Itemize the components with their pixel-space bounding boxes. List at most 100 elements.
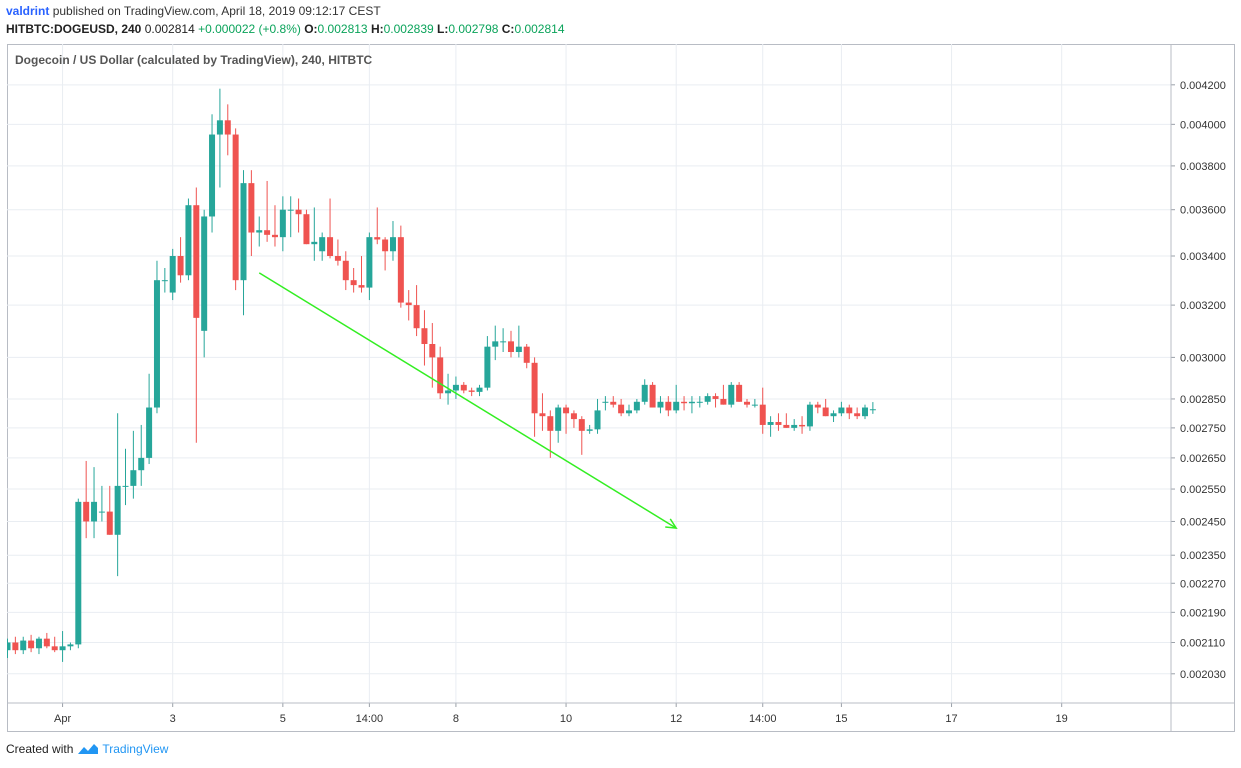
open-value: 0.002813 bbox=[317, 22, 368, 36]
price-tick-label: 0.004200 bbox=[1180, 80, 1226, 92]
candle-body-down bbox=[468, 390, 475, 392]
candle-body-up bbox=[138, 457, 145, 471]
time-tick-label: 10 bbox=[560, 713, 572, 725]
price-tick-label: 0.002030 bbox=[1180, 669, 1226, 681]
time-tick-label: 8 bbox=[453, 713, 459, 725]
candlestick-chart[interactable]: 0.004200 0.004000 0.003800 0.003600 0.003400… bbox=[7, 44, 1235, 732]
candle-body-up bbox=[688, 401, 695, 404]
candle-body-up bbox=[476, 387, 483, 392]
time-tick-label: Apr bbox=[54, 713, 71, 725]
candle-body-up bbox=[633, 401, 640, 411]
candle-body-up bbox=[862, 407, 869, 417]
candle-body-down bbox=[681, 401, 688, 404]
candle-body-up bbox=[130, 470, 137, 486]
author-name[interactable]: valdrint bbox=[6, 4, 50, 18]
time-tick-label: 5 bbox=[280, 713, 286, 725]
candle-body-up bbox=[256, 230, 263, 233]
candle-body-up bbox=[657, 401, 664, 408]
candle-body-down bbox=[397, 237, 404, 303]
candle-body-down bbox=[822, 407, 829, 417]
time-tick-label: 14:00 bbox=[356, 713, 384, 725]
symbol-label: HITBTC:DOGEUSD, 240 bbox=[6, 22, 142, 36]
price-axis: 0.004200 0.004000 0.003800 0.003600 0.003400… bbox=[1170, 44, 1226, 732]
price-tick-label: 0.003200 bbox=[1180, 300, 1226, 312]
candle-body-down bbox=[799, 424, 806, 427]
candle-body-down bbox=[814, 404, 821, 408]
high-label: H: bbox=[370, 22, 384, 36]
price-tick-label: 0.002650 bbox=[1180, 453, 1226, 465]
candle-body-down bbox=[342, 260, 349, 281]
candle-body-down bbox=[421, 328, 428, 345]
candle-body-down bbox=[610, 401, 617, 405]
price-tick-label: 0.002850 bbox=[1180, 394, 1226, 406]
candle-body-down bbox=[665, 401, 672, 411]
candle-body-up bbox=[704, 396, 711, 402]
candle-body-down bbox=[358, 285, 365, 288]
price-tick-label: 0.002450 bbox=[1180, 516, 1226, 528]
candle-body-down bbox=[531, 362, 538, 414]
candle-body-up bbox=[319, 237, 326, 252]
candle-body-up bbox=[201, 216, 208, 331]
candle-body-up bbox=[594, 410, 601, 430]
candle-body-up bbox=[20, 640, 27, 651]
candle-body-up bbox=[169, 256, 176, 293]
candle-body-up bbox=[728, 384, 735, 405]
candle-body-down bbox=[224, 120, 231, 135]
close-value: 0.002814 bbox=[514, 22, 565, 36]
open-label: O: bbox=[304, 22, 318, 36]
symbol-info-line: HITBTC:DOGEUSD, 240 0.002814 +0.000022 (… bbox=[6, 22, 565, 36]
candle-body-down bbox=[712, 396, 719, 399]
candle-body-down bbox=[295, 209, 302, 215]
candle-body-down bbox=[563, 407, 570, 414]
candle-body-up bbox=[625, 410, 632, 414]
time-tick-label: 3 bbox=[170, 713, 176, 725]
tradingview-brand[interactable]: TradingView bbox=[77, 742, 168, 756]
candle-body-up bbox=[500, 341, 507, 343]
candle-body-up bbox=[209, 134, 216, 217]
candle-body-down bbox=[854, 413, 861, 417]
brand-name: TradingView bbox=[102, 742, 169, 756]
candle-body-up bbox=[240, 183, 247, 281]
candle-body-down bbox=[232, 134, 239, 281]
candle-body-up bbox=[673, 401, 680, 411]
candle-body-up bbox=[75, 501, 82, 645]
candle-body-up bbox=[146, 407, 153, 458]
time-axis: Apr 3 5 14:00 8 10 12 14:00 15 17 19 bbox=[7, 702, 1235, 725]
time-tick-label: 17 bbox=[945, 713, 957, 725]
candle-body-up bbox=[452, 384, 459, 391]
price-tick-label: 0.004000 bbox=[1180, 119, 1226, 131]
tradingview-logo-icon bbox=[78, 744, 99, 754]
candle-body-down bbox=[460, 384, 467, 391]
candle-body-up bbox=[586, 429, 593, 431]
candle-body-up bbox=[791, 424, 798, 428]
candle-body-up bbox=[311, 241, 318, 245]
price-change: +0.000022 (+0.8%) bbox=[198, 22, 301, 36]
candle-body-down bbox=[759, 404, 766, 425]
price-tick-label: 0.002350 bbox=[1180, 550, 1226, 562]
candle-body-down bbox=[846, 407, 853, 414]
candle-body-down bbox=[177, 256, 184, 276]
candle-body-up bbox=[445, 390, 452, 394]
candle-body-up bbox=[555, 407, 562, 431]
candle-body-up bbox=[515, 346, 522, 353]
candle-body-up bbox=[287, 209, 294, 211]
candle-body-down bbox=[248, 183, 255, 233]
chart-title: Dogecoin / US Dollar (calculated by Trad… bbox=[15, 53, 373, 67]
candle-body-up bbox=[114, 485, 121, 535]
candle-body-up bbox=[216, 120, 223, 135]
candle-body-up bbox=[767, 422, 774, 425]
price-tick-label: 0.003000 bbox=[1180, 352, 1226, 364]
close-label: C: bbox=[501, 22, 515, 36]
candle-body-down bbox=[350, 280, 357, 286]
candle-body-down bbox=[523, 346, 530, 363]
candle-body-down bbox=[720, 398, 727, 405]
candle-body-up bbox=[161, 280, 168, 282]
candle-body-down bbox=[303, 214, 310, 245]
price-tick-label: 0.003400 bbox=[1180, 251, 1226, 263]
candle-body-up bbox=[484, 346, 491, 388]
trend-arrow-head bbox=[665, 518, 678, 529]
footer: Created with TradingView bbox=[6, 742, 168, 756]
candle-body-up bbox=[602, 401, 609, 403]
candle-body-down bbox=[413, 305, 420, 329]
time-tick-label: 15 bbox=[835, 713, 847, 725]
